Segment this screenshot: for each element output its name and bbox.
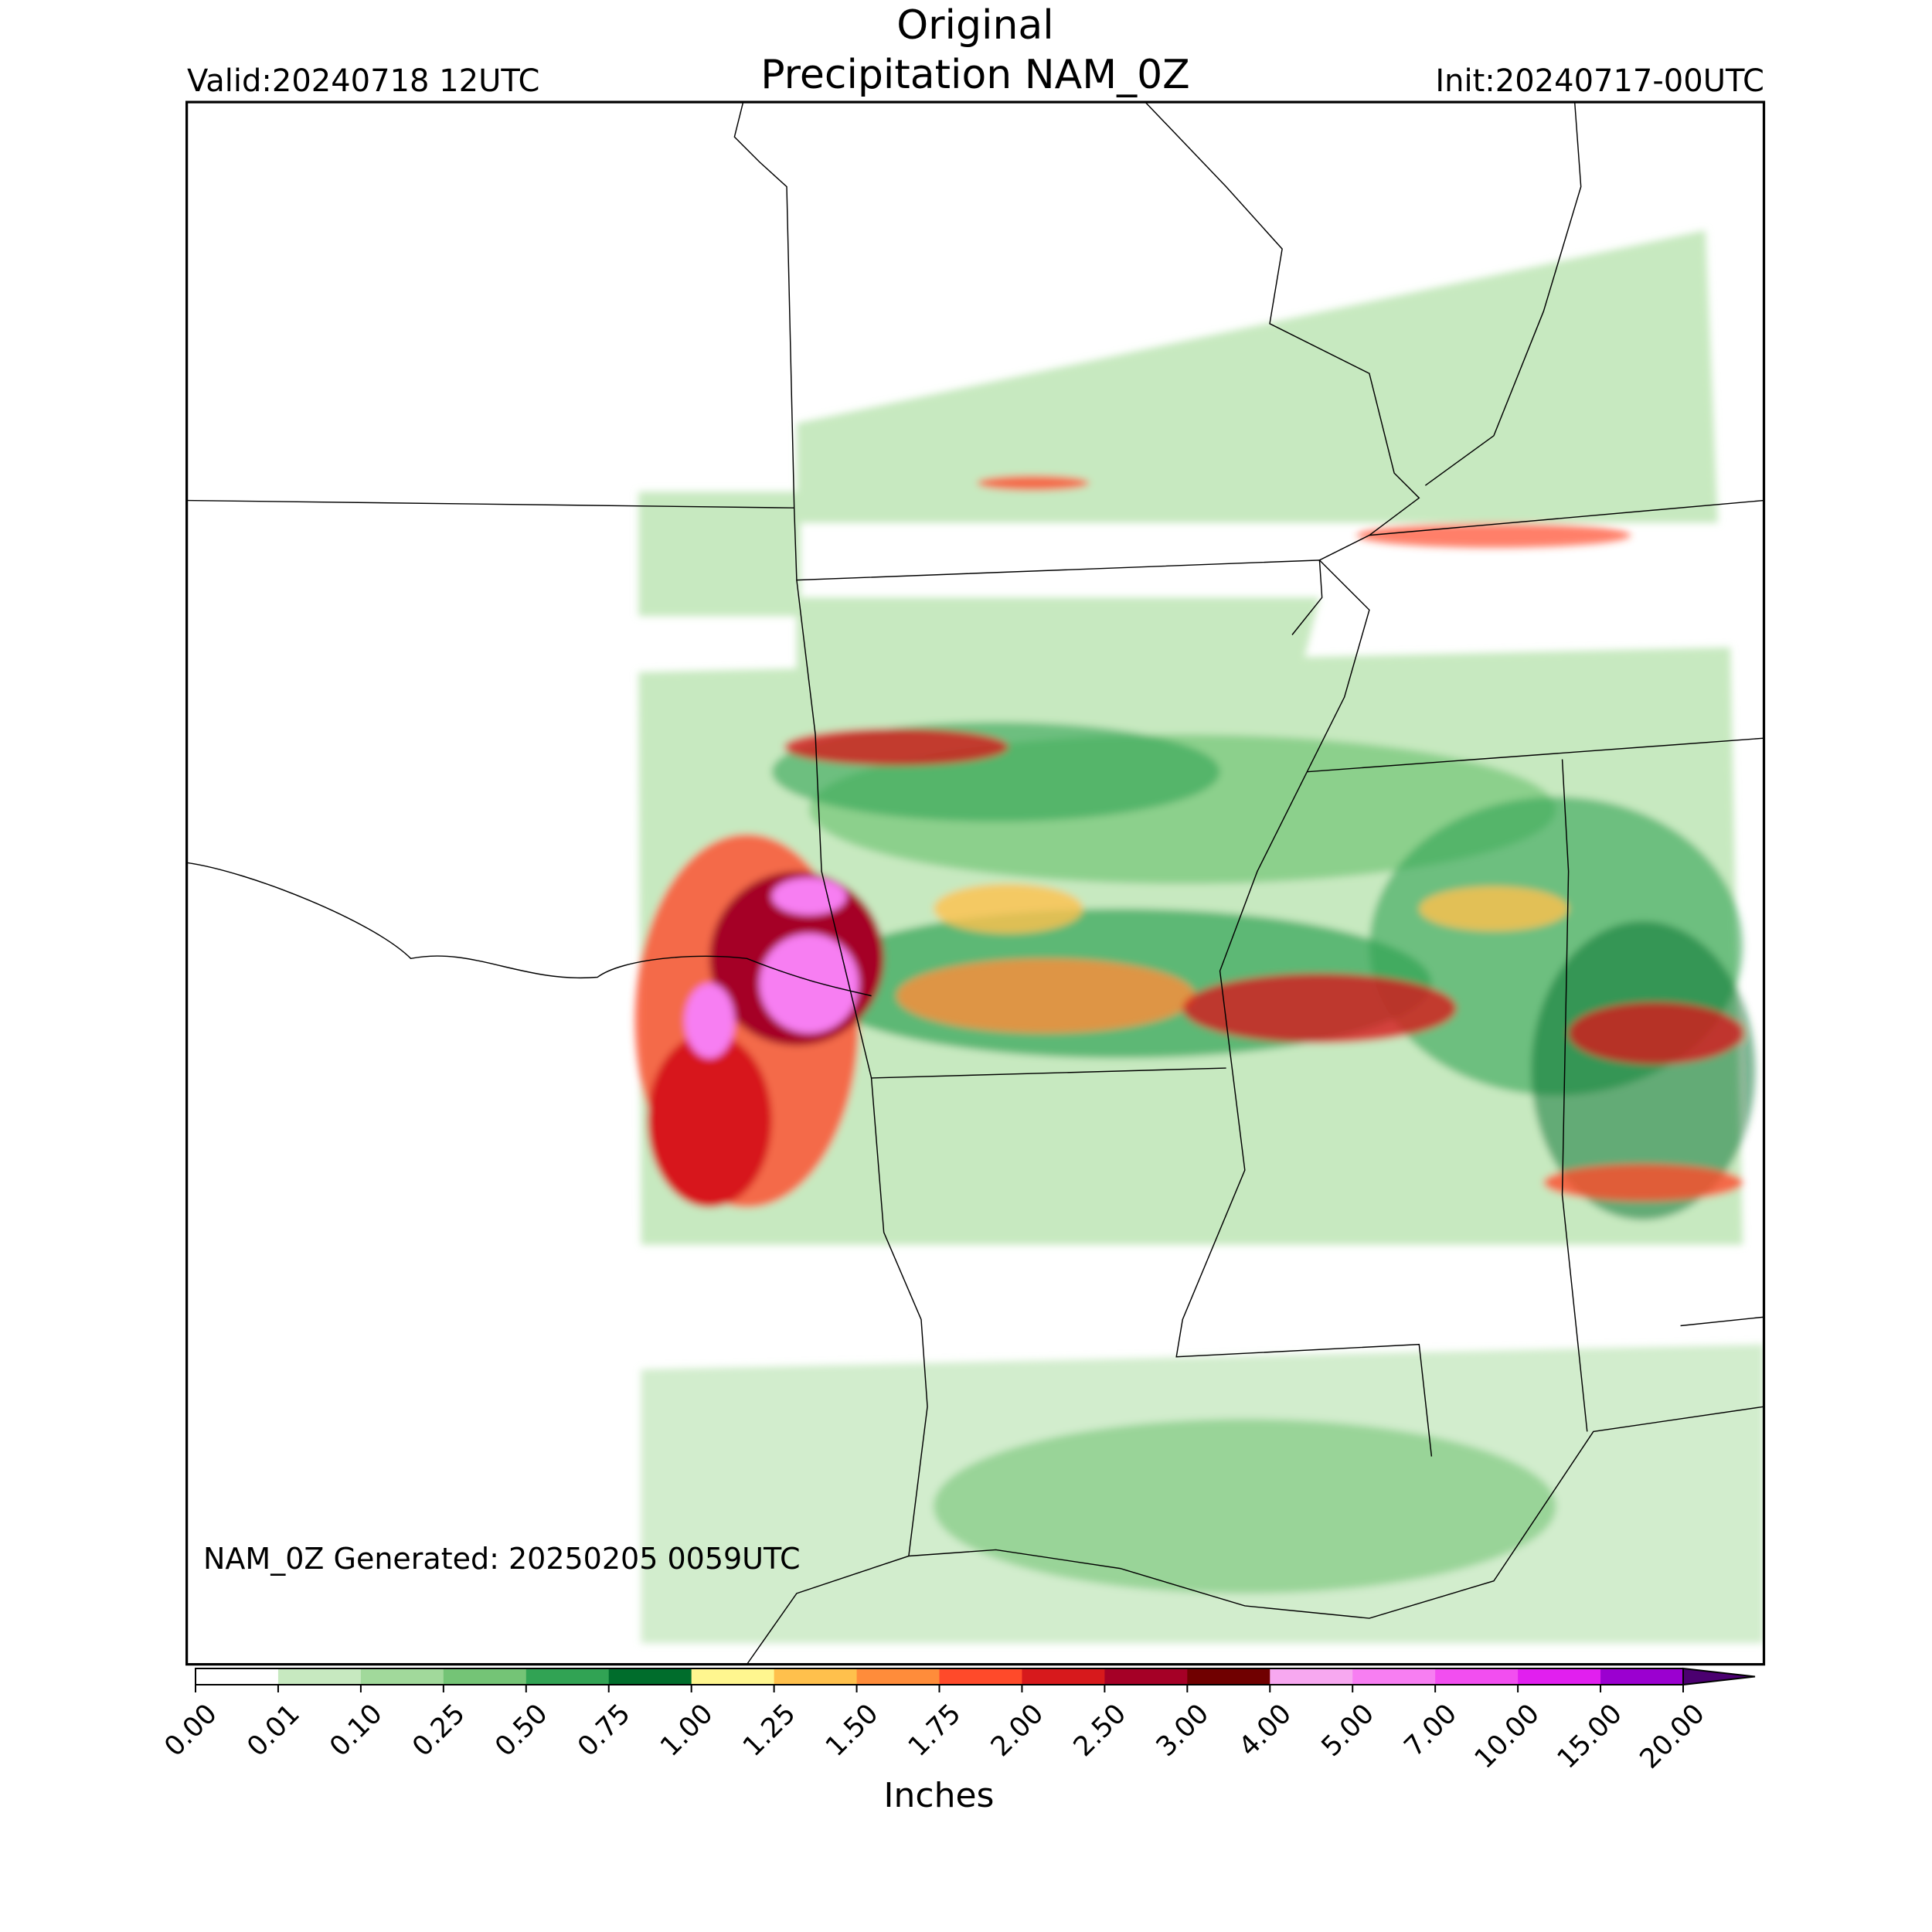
colorbar-segment xyxy=(608,1668,692,1685)
precip-field xyxy=(634,230,1764,1644)
colorbar: 0.00 0.01 0.10 0.25 0.50 0.75 1.00 1.25 1.50 1.75… xyxy=(159,1667,1756,1775)
colorbar-segment xyxy=(856,1668,940,1685)
colorbar-tick-label: 1.25 xyxy=(737,1699,801,1763)
colorbar-segment xyxy=(196,1668,279,1685)
map xyxy=(185,100,1766,1666)
colorbar-tick-label: 0.00 xyxy=(159,1699,223,1763)
borders xyxy=(186,101,1764,1665)
title: Original xyxy=(896,2,1053,49)
colorbar-segment xyxy=(1187,1668,1270,1685)
colorbar-tick-label: 20.00 xyxy=(1634,1699,1711,1775)
colorbar-tick-label: 1.00 xyxy=(655,1699,719,1763)
colorbar-segment xyxy=(1435,1668,1519,1685)
colorbar-segment xyxy=(526,1668,610,1685)
colorbar-segment xyxy=(1518,1668,1601,1685)
colorbar-segment xyxy=(691,1668,775,1685)
colorbar-segment xyxy=(277,1668,362,1685)
init-time: Init:20240717-00UTC xyxy=(1435,63,1764,99)
colorbar-tick-label: 0.50 xyxy=(489,1699,553,1763)
colorbar-tick-label: 0.25 xyxy=(406,1699,471,1763)
colorbar-tick-label: 0.75 xyxy=(572,1699,636,1763)
colorbar-extend xyxy=(1682,1667,1756,1686)
subtitle: Precipitation NAM_0Z xyxy=(760,52,1190,98)
colorbar-tick-label: 0.01 xyxy=(241,1699,305,1763)
colorbar-label: Inches xyxy=(884,1776,995,1815)
colorbar-tick-label: 7.00 xyxy=(1399,1699,1463,1763)
colorbar-tick-label: 3.00 xyxy=(1151,1699,1215,1763)
map-frame xyxy=(185,100,1766,1666)
colorbar-segment xyxy=(1270,1668,1353,1685)
colorbar-segment xyxy=(774,1668,858,1685)
colorbar-tick-label: 15.00 xyxy=(1552,1699,1628,1775)
footer: NAM_0Z Generated: 20250205 0059UTC xyxy=(203,1542,801,1576)
valid-time: Valid:20240718 12UTC xyxy=(187,63,539,99)
colorbar-tick-label: 0.10 xyxy=(324,1699,388,1763)
colorbar-segment xyxy=(1352,1668,1436,1685)
colorbar-tick-label: 10.00 xyxy=(1469,1699,1546,1775)
colorbar-segment xyxy=(360,1668,444,1685)
colorbar-tick-label: 2.00 xyxy=(985,1699,1049,1763)
colorbar-segment xyxy=(939,1668,1022,1685)
colorbar-tick-label: 1.75 xyxy=(903,1699,967,1763)
colorbar-segment xyxy=(1600,1668,1684,1685)
colorbar-tick-label: 2.50 xyxy=(1068,1699,1132,1763)
colorbar-tick-label: 5.00 xyxy=(1316,1699,1380,1763)
colorbar-tick-label: 1.50 xyxy=(820,1699,884,1763)
colorbar-segment xyxy=(1104,1668,1188,1685)
colorbar-segment xyxy=(1022,1668,1105,1685)
colorbar-tick-label: 4.00 xyxy=(1233,1699,1298,1763)
colorbar-segment xyxy=(443,1668,527,1685)
